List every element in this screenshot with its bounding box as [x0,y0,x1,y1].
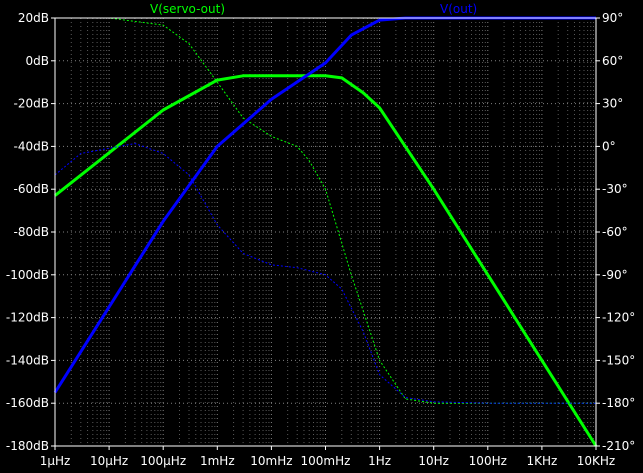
series-line-v-servo-out-phase [55,17,596,404]
series-line-v-out-phase [54,143,596,404]
y-right-tick-label: -120° [602,311,635,325]
y-left-tick-label: -20dB [14,97,49,111]
y-left-tick-label: -120dB [6,311,49,325]
x-tick-label: 100mHz [301,454,351,468]
y-right-tick-label: -60° [602,225,628,239]
x-tick-label: 10KHz [577,454,615,468]
tick-labels: 1µHz 10µHz 100µHz 1mHz 10mHz 100mHz 1Hz 10Hz 100… [6,11,635,468]
x-tick-label: 10mHz [250,454,292,468]
x-tick-label: 100Hz [469,454,507,468]
y-left-tick-label: -140dB [6,353,49,367]
y-right-tick-label: -180° [602,396,635,410]
y-right-tick-label: 30° [602,97,623,111]
x-tick-label: 10Hz [418,454,449,468]
y-right-tick-label: -30° [602,182,628,196]
x-tick-label: 10µHz [90,454,128,468]
x-tick-label: 100µHz [140,454,186,468]
y-left-tick-label: -60dB [14,182,49,196]
y-right-tick-label: 60° [602,54,623,68]
series-line-v-servo-out [54,74,598,447]
grid [54,17,597,447]
y-right-tick-label: 90° [602,11,623,25]
x-tick-label: 1Hz [368,454,391,468]
y-left-tick-label: -100dB [6,268,49,282]
y-left-tick-label: -40dB [14,139,49,153]
y-right-tick-label: -210° [602,439,635,453]
y-left-tick-label: -180dB [6,439,49,453]
y-left-tick-label: 0dB [26,54,49,68]
y-left-tick-label: -160dB [6,396,49,410]
y-right-tick-label: 0° [602,139,616,153]
y-right-tick-label: -150° [602,353,635,367]
x-tick-label: 1KHz [526,454,557,468]
legend-out: V(out) [440,2,477,16]
legend-servo-out: V(servo-out) [150,2,225,16]
y-left-tick-label: -80dB [14,225,49,239]
x-tick-label: 1mHz [200,454,235,468]
y-right-tick-label: -90° [602,268,628,282]
y-left-tick-label: 20dB [18,11,49,25]
x-tick-label: 1µHz [40,454,71,468]
